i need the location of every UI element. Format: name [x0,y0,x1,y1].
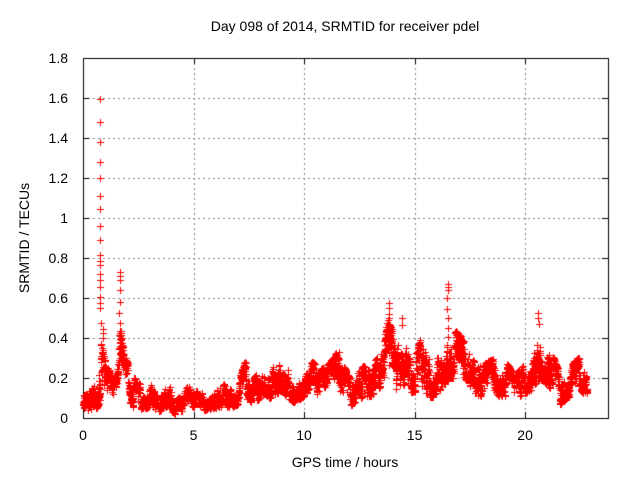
x-tick-label: 5 [189,427,198,443]
x-tick-label: 15 [406,427,423,443]
x-tick-label: 10 [296,427,312,443]
y-tick-label: 1 [60,210,68,226]
x-axis-label: GPS time / hours [291,454,399,470]
y-tick-label: 0.8 [48,250,68,266]
y-tick-label: 1.8 [48,50,68,66]
y-tick-label: 0.4 [48,330,68,346]
y-tick-label: 0 [60,410,68,426]
y-tick-label: 0.2 [48,370,68,386]
x-tick-label: 20 [517,427,533,443]
y-tick-label: 1.6 [48,90,68,106]
x-tick-label: 0 [79,427,87,443]
y-axis-label: SRMTID / TECUs [16,182,32,294]
y-tick-label: 1.4 [48,130,68,146]
y-tick-label: 1.2 [48,170,68,186]
y-tick-label: 0.6 [48,290,68,306]
chart-title: Day 098 of 2014, SRMTID for receiver pde… [210,18,480,34]
